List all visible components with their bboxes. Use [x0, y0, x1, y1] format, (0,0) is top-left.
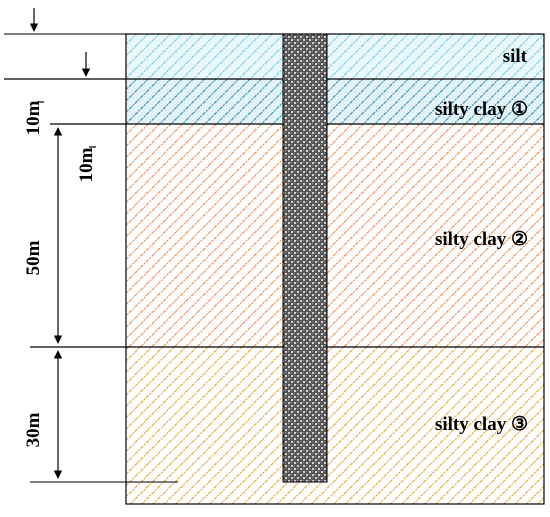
- label-silty-clay-2: silty clay ②: [435, 229, 528, 250]
- dim-label-10m-a: 10m: [23, 100, 44, 135]
- layer-silt: [126, 34, 544, 79]
- label-silty-clay-1: silty clay ①: [435, 99, 528, 120]
- dim-label-50m: 50m: [23, 240, 44, 275]
- layer-silty-clay-3: [126, 347, 544, 504]
- profile-outline: [125, 33, 545, 505]
- layer-silty-clay-2: [126, 124, 544, 347]
- layer-silty-clay-1: [126, 79, 544, 124]
- dim-label-10m-b: 10m: [76, 147, 97, 182]
- label-silty-clay-3: silty clay ③: [435, 414, 528, 435]
- dim-label-30m: 30m: [23, 412, 44, 447]
- label-silt: silt: [503, 46, 528, 67]
- pile: [282, 33, 328, 483]
